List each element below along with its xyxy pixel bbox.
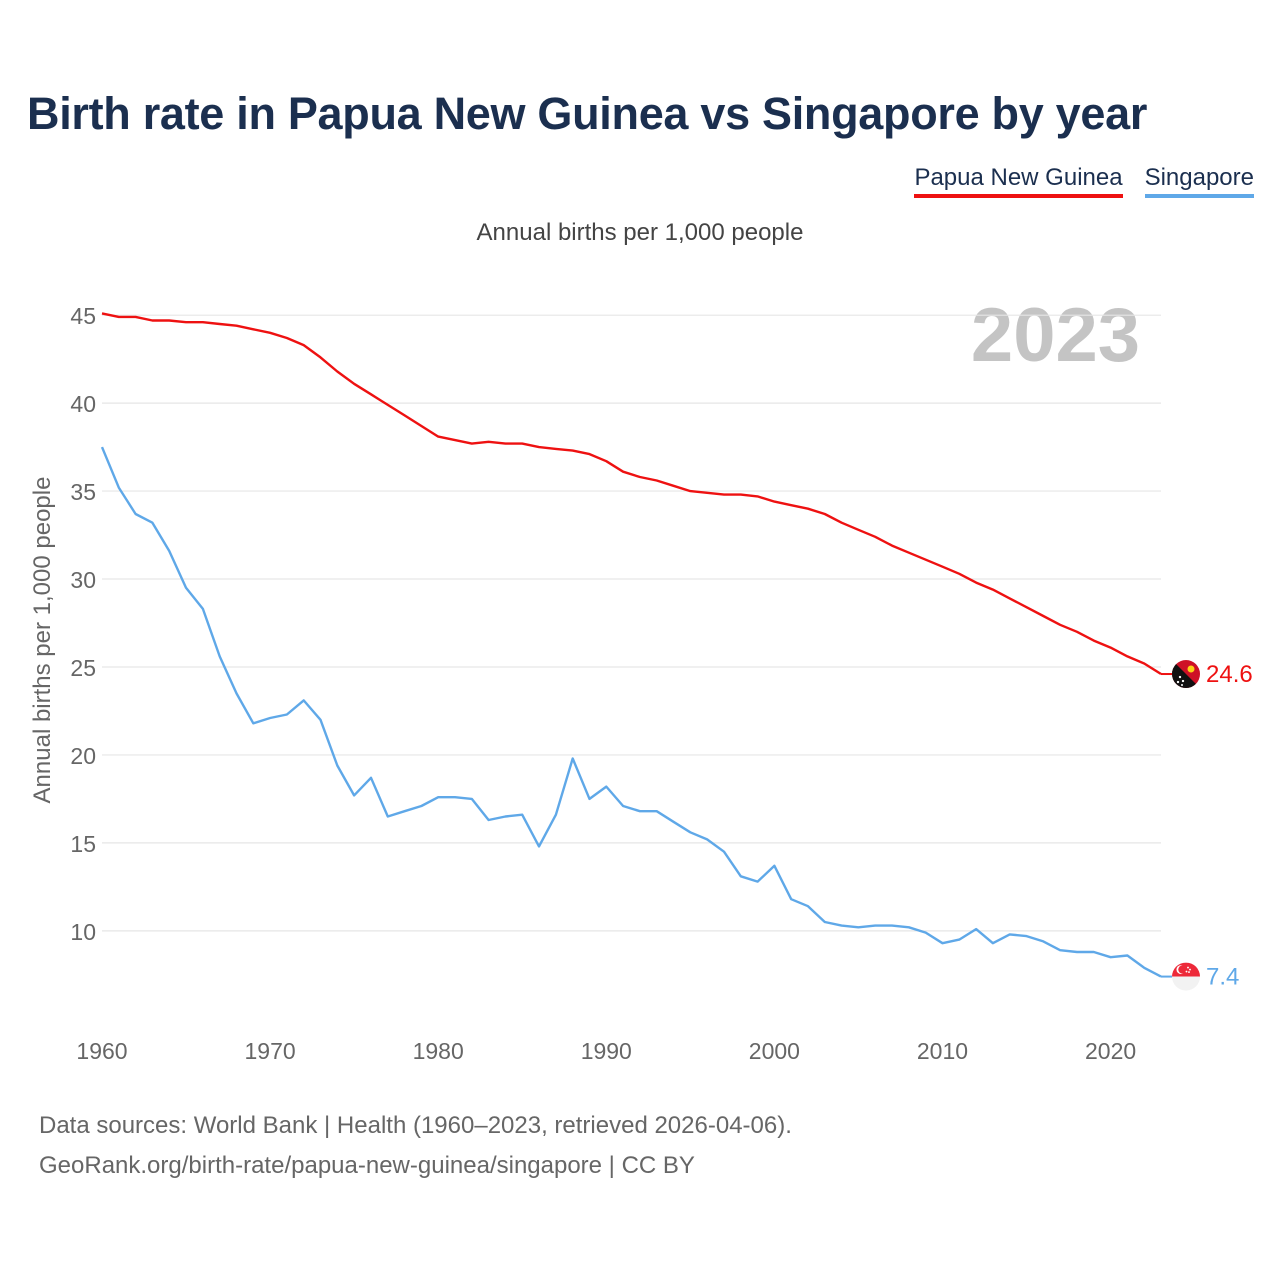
chart-subtitle: Annual births per 1,000 people: [477, 219, 804, 246]
y-tick-label: 25: [70, 655, 96, 681]
singapore-flag-icon: [1172, 962, 1200, 991]
y-tick-label: 35: [70, 479, 96, 505]
y-tick-label: 15: [70, 831, 96, 857]
line-chart: Annual births per 1,000 people Annual bi…: [29, 219, 1253, 1064]
source-line-2[interactable]: GeoRank.org/birth-rate/papua-new-guinea/…: [39, 1152, 695, 1179]
y-tick-label: 40: [70, 391, 96, 417]
year-watermark: 2023: [971, 293, 1140, 378]
x-tick-label: 2020: [1085, 1038, 1136, 1064]
legend: Papua New Guinea Singapore: [914, 164, 1254, 198]
singapore-end-label: 7.4: [1206, 964, 1239, 991]
x-tick-label: 1990: [581, 1038, 632, 1064]
x-tick-label: 1960: [76, 1038, 127, 1064]
x-tick-label: 1980: [413, 1038, 464, 1064]
y-tick-label: 45: [70, 303, 96, 329]
series-line-singapore[interactable]: [100, 446, 1162, 978]
x-tick-label: 2010: [917, 1038, 968, 1064]
legend-item-papua-new-guinea[interactable]: Papua New Guinea: [914, 164, 1123, 198]
series-line-papua-new-guinea[interactable]: [101, 312, 1162, 676]
x-tick-label: 1970: [245, 1038, 296, 1064]
source-line-1: Data sources: World Bank | Health (1960–…: [39, 1112, 792, 1139]
papua-new-guinea-end-label: 24.6: [1206, 661, 1253, 688]
source-note: Data sources: World Bank | Health (1960–…: [39, 1106, 792, 1186]
chart-title: Birth rate in Papua New Guinea vs Singap…: [27, 88, 1148, 139]
papua-new-guinea-flag-icon: [1172, 660, 1200, 689]
x-tick-label: 2000: [749, 1038, 800, 1064]
y-tick-label: 20: [70, 743, 96, 769]
legend-item-singapore[interactable]: Singapore: [1144, 164, 1254, 198]
y-axis-label: Annual births per 1,000 people: [29, 477, 56, 804]
y-tick-label: 30: [70, 567, 96, 593]
y-tick-label: 10: [70, 919, 96, 945]
